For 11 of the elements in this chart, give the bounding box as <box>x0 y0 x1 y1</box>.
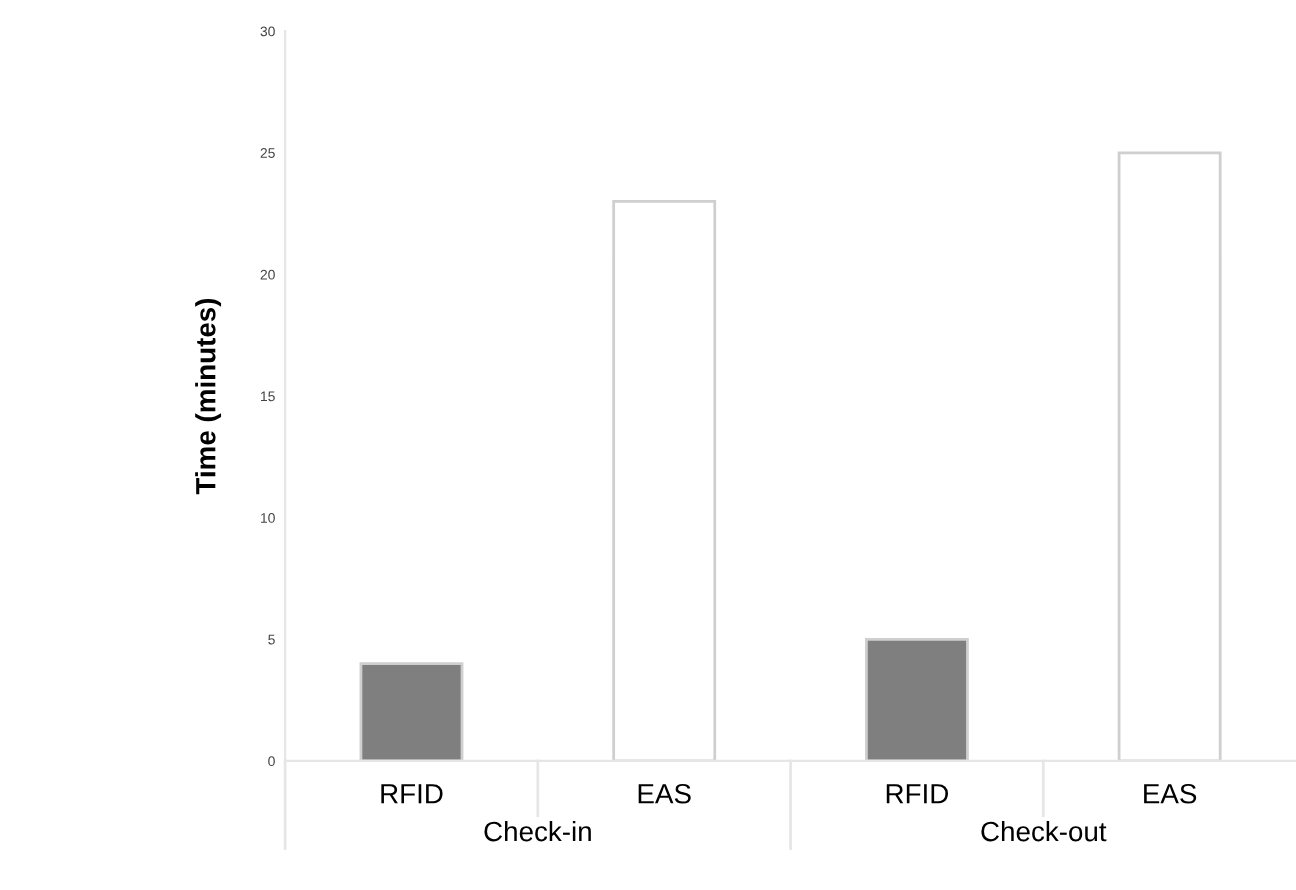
x-tick-label: RFID <box>886 784 948 804</box>
bar <box>359 662 464 761</box>
x-tick-label: EAS <box>638 783 691 804</box>
bar <box>1117 151 1222 761</box>
bar <box>612 200 717 761</box>
y-axis-title: Time (minutes) <box>195 298 222 495</box>
text: Check-out <box>981 820 1107 842</box>
text: Check-in <box>484 820 591 842</box>
x-tick-label: EAS <box>1144 783 1197 804</box>
bar <box>864 637 969 761</box>
x-tick-label: RFID <box>381 784 443 804</box>
